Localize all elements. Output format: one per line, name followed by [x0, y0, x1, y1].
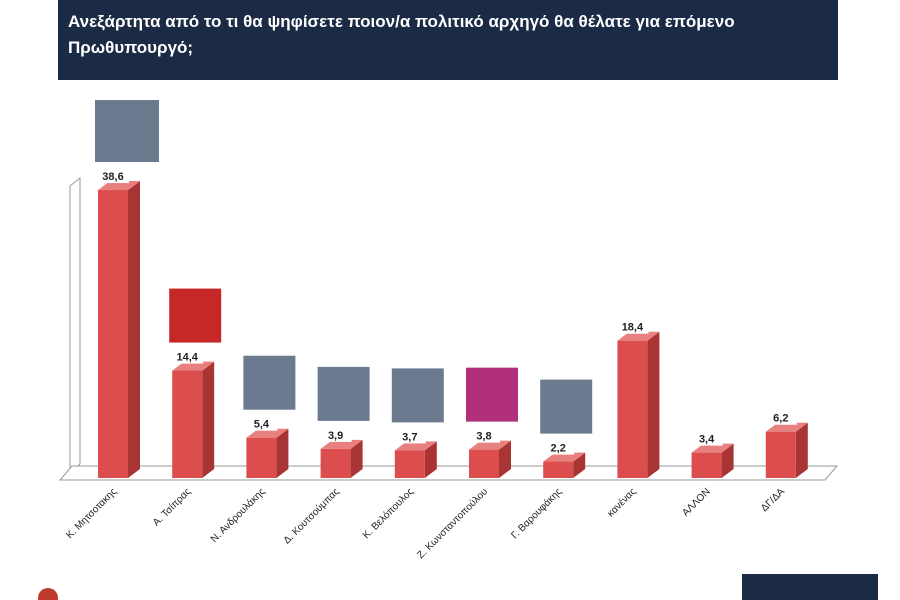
photo: [243, 355, 296, 410]
photo: [317, 366, 370, 421]
logo-right: [742, 574, 878, 600]
value-label-box: [245, 415, 278, 431]
value-label: 38,6: [102, 171, 123, 183]
bar-top: [172, 361, 215, 371]
x-tick-label: κανένας: [605, 486, 639, 520]
bar-top: [320, 439, 363, 449]
chart-title: Ανεξάρτητα από το τι θα ψηφίσετε ποιον/α…: [58, 0, 838, 80]
bar: [394, 450, 425, 478]
value-label: 2,2: [551, 443, 566, 455]
bar-side: [128, 181, 140, 478]
bar-top: [765, 422, 808, 432]
bar-top: [543, 452, 586, 462]
x-tick-label: ΔΓ/ΔΑ: [759, 486, 787, 514]
bar: [469, 449, 499, 478]
bar-side: [721, 443, 734, 478]
back-wall: [69, 176, 81, 474]
value-label: 14,4: [176, 352, 198, 364]
value-label-box: [468, 427, 500, 443]
bar: [98, 190, 128, 478]
photo: [466, 367, 518, 422]
value-label: 3,8: [476, 431, 491, 443]
bar-side: [573, 452, 586, 478]
bar-side: [499, 440, 511, 478]
value-label: 5,4: [254, 419, 270, 431]
bar-side: [647, 331, 660, 478]
value-label-box: [616, 318, 649, 334]
value-label-box: [542, 439, 575, 455]
x-tick-label: Α. Τσίπρας: [150, 486, 193, 529]
bar-side: [350, 439, 363, 478]
photo: [540, 379, 593, 434]
x-tick-label: ΑΛΛΟΝ: [680, 486, 712, 518]
bar-top: [98, 181, 140, 191]
x-tick-label: Κ. Βελόπουλος: [360, 486, 416, 542]
photo: [95, 100, 159, 163]
logo-left: [38, 588, 58, 600]
x-tick-label: Ζ. Κωνσταντοπούλου: [415, 486, 490, 561]
bar: [543, 461, 574, 478]
x-tick-label: Κ. Μητσοτακης: [64, 486, 119, 541]
value-label-box: [690, 430, 723, 446]
photo: [169, 288, 222, 343]
value-label: 3,7: [402, 431, 417, 443]
x-tick-label: Γ. Βαρουφάκης: [509, 486, 565, 542]
x-tick-label: Ν. Ανδρουλάκης: [208, 486, 268, 546]
value-label: 18,4: [622, 322, 644, 334]
bar: [246, 437, 277, 478]
bar-top: [394, 441, 437, 451]
bar-top: [617, 331, 660, 341]
bar-top: [246, 428, 289, 438]
bar-top: [469, 440, 511, 450]
bar-side: [276, 428, 289, 478]
value-label: 3,4: [699, 434, 715, 446]
bar: [765, 431, 796, 478]
value-label-box: [393, 428, 426, 444]
bar-side: [202, 361, 215, 478]
bar: [617, 340, 648, 478]
value-label-box: [171, 348, 204, 364]
value-label-box: [319, 426, 352, 442]
bar-side: [795, 422, 808, 478]
value-label: 6,2: [773, 413, 788, 425]
bar: [320, 448, 351, 478]
bar-side: [424, 441, 437, 478]
value-label: 3,9: [328, 430, 343, 442]
bar-top: [691, 443, 734, 453]
x-tick-label: Δ. Κουτσούμπας: [281, 486, 342, 547]
bar: [691, 452, 722, 478]
value-label-box: [764, 409, 797, 425]
photo: [391, 368, 444, 423]
bar: [172, 370, 203, 478]
value-label-box: [97, 168, 129, 184]
